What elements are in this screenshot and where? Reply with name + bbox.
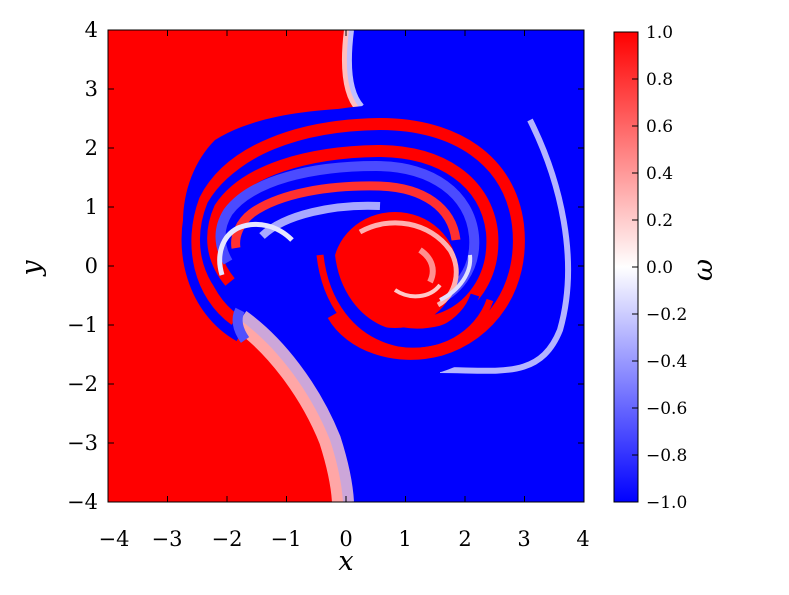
x-axis-ticks	[107, 30, 585, 502]
x-tick-label: 3	[517, 527, 530, 551]
left-hook-light	[217, 222, 294, 276]
x-tick-label: 0	[339, 527, 352, 551]
x-tick-label: −1	[271, 527, 302, 551]
colorbar-tick-label: −1.0	[646, 493, 687, 513]
core-streak-3	[418, 247, 436, 284]
spiral-band-blue-3	[215, 160, 480, 307]
boundary-bottom	[233, 311, 354, 502]
colorbar-tick-label: −0.8	[646, 446, 687, 466]
y-tick-label: −1	[67, 313, 98, 337]
core-streak-2	[393, 283, 442, 299]
y-axis-ticks	[108, 29, 584, 503]
colorbar: −1.0 −0.8 −0.6 −0.4 −0.2 0.0 0.2 0.4 0.6…	[613, 23, 719, 513]
x-tick-label: 2	[458, 527, 471, 551]
y-tick-label: −4	[67, 490, 98, 514]
y-tick-label: 1	[85, 195, 98, 219]
y-tick-label: 3	[85, 77, 98, 101]
x-tick-label: −2	[212, 527, 243, 551]
x-tick-label: −3	[152, 527, 183, 551]
core-wrap-red	[316, 254, 494, 355]
colorbar-tick-label: −0.2	[646, 305, 687, 325]
x-tick-labels: −4 −3 −2 −1 0 1 2 3 4	[99, 527, 590, 551]
colorbar-tick-label: 0.6	[646, 117, 673, 137]
y-tick-labels: −4 −3 −2 −1 0 1 2 3 4	[67, 18, 98, 514]
colorbar-label: ω	[688, 259, 719, 281]
x-tick-label: 1	[398, 527, 411, 551]
x-axis-label: x	[338, 546, 353, 577]
y-tick-label: 2	[85, 136, 98, 160]
spiral-band-blue-1	[181, 104, 539, 377]
core-wrap-blue	[325, 249, 480, 342]
colorbar-ticks	[632, 31, 638, 503]
colorbar-tick-label: 0.0	[646, 258, 673, 278]
colorbar-tick-label: 1.0	[646, 23, 673, 43]
y-tick-label: 4	[85, 18, 98, 42]
x-tick-label: −4	[99, 527, 130, 551]
vorticity-heatmap	[108, 30, 584, 502]
colorbar-tick-label: −0.4	[646, 352, 687, 372]
x-tick-label: 4	[576, 527, 589, 551]
outer-halo	[439, 118, 572, 374]
y-tick-label: −2	[67, 372, 98, 396]
spiral-band-red-2	[207, 144, 499, 329]
colorbar-tick-label: −0.6	[646, 399, 687, 419]
boundary-top	[341, 30, 364, 112]
vortex-core	[333, 212, 457, 328]
left-hook-blue	[232, 307, 250, 343]
colorbar-tick-label: 0.4	[646, 164, 673, 184]
colorbar-tick-label: 0.8	[646, 70, 673, 90]
y-tick-label: 0	[85, 254, 98, 278]
y-axis-label: y	[16, 260, 47, 277]
colorbar-tick-label: 0.2	[646, 211, 673, 231]
core-tail-light	[439, 254, 473, 302]
y-tick-label: −3	[67, 431, 98, 455]
